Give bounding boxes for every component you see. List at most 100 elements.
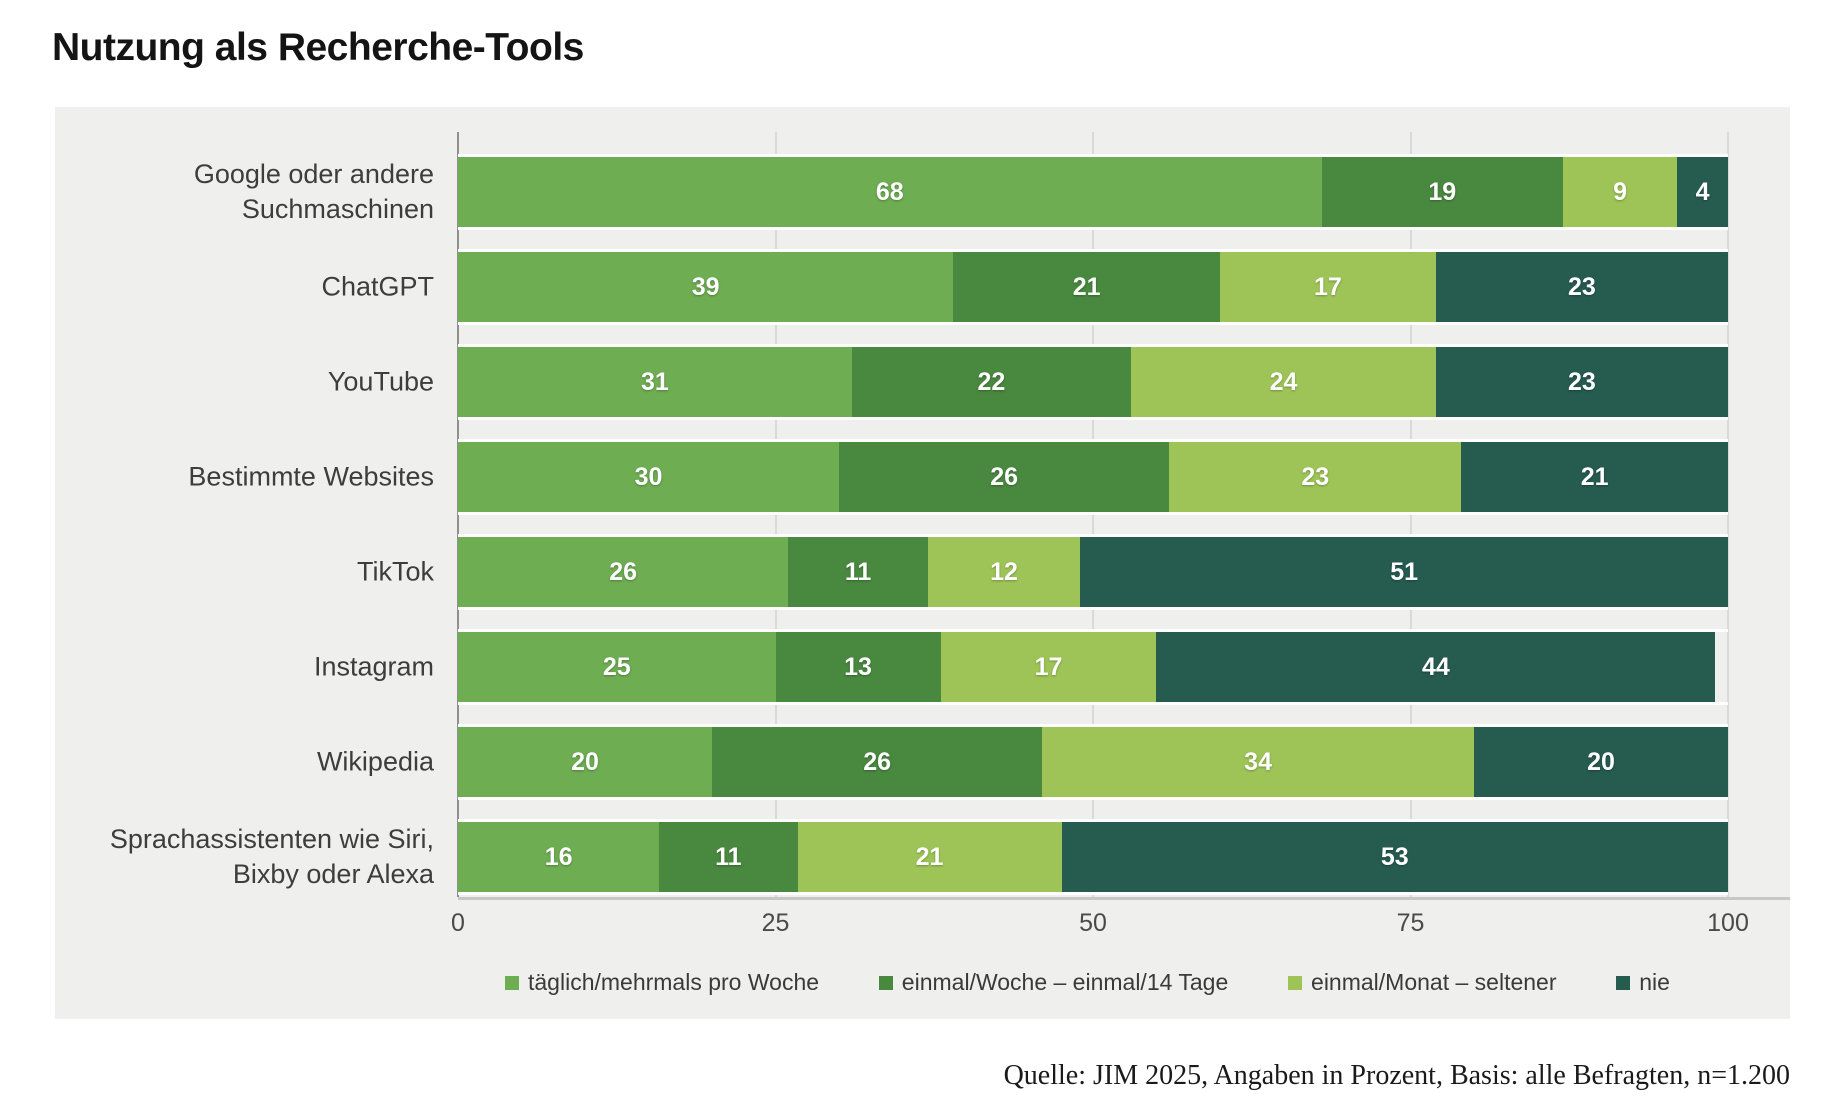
bar-segment: 21 (1461, 442, 1728, 512)
bar-row: TikTok 26 11 12 51 (357, 534, 1728, 610)
bar-value-label: 25 (602, 652, 631, 681)
bar-track: 31 22 24 23 (458, 344, 1728, 420)
bar-value-label: 26 (863, 747, 891, 776)
bar-track: 68 19 9 4 (458, 154, 1728, 230)
bar-segment: 39 (458, 252, 954, 322)
category-label: YouTube (327, 366, 434, 397)
bar-value-label: 11 (715, 842, 742, 871)
bar-value-label: 39 (691, 272, 720, 301)
bar-segment: 19 (1321, 157, 1563, 227)
bar-segment: 26 (839, 442, 1170, 512)
bar-value-label: 21 (1580, 462, 1609, 491)
bar-value-label: 24 (1269, 367, 1298, 396)
bar-value-label: 20 (571, 747, 599, 776)
bar-segment: 17 (1219, 252, 1436, 322)
bar-value-label: 34 (1244, 747, 1272, 776)
bar-row: Bestimmte Websites 30 26 23 21 (188, 439, 1728, 515)
bar-segment: 4 (1677, 157, 1728, 227)
bar-segment: 20 (1473, 727, 1728, 797)
bar-value-label: 17 (1314, 272, 1342, 301)
bar-value-label: 13 (844, 652, 872, 681)
bar-value-label: 20 (1587, 747, 1615, 776)
bar-value-label: 12 (990, 557, 1018, 586)
bar-row: Sprachassistenten wie Siri, Bixby oder A… (110, 819, 1729, 895)
legend-label: nie (1639, 969, 1670, 995)
bar-segment: 30 (458, 442, 839, 512)
bar-segment: 24 (1131, 347, 1436, 417)
bar-segment: 31 (458, 347, 852, 417)
x-tick-label: 25 (761, 909, 790, 937)
legend: täglich/mehrmals pro Woche einmal/Woche –… (505, 969, 1670, 996)
bar-value-label: 4 (1695, 177, 1710, 206)
legend-label: einmal/Monat – seltener (1311, 969, 1557, 995)
bar-row: Google oder andere Suchmaschinen 68 19 9 4 (194, 154, 1728, 230)
chart-rows: Google oder andere Suchmaschinen 68 19 9 4 Ch… (110, 107, 1729, 895)
bar-segment: 9 (1562, 157, 1678, 227)
bar-segment: 53 (1061, 822, 1729, 892)
bar-value-label: 23 (1568, 272, 1596, 301)
bar-value-label: 53 (1380, 842, 1409, 871)
legend-item: täglich/mehrmals pro Woche (505, 969, 819, 996)
chart-panel: Google oder andere Suchmaschinen 68 19 9 4 Ch… (55, 107, 1790, 1019)
bar-value-label: 16 (544, 842, 573, 871)
bar-value-label: 21 (1072, 272, 1101, 301)
category-label: Instagram (313, 651, 434, 682)
bar-track: 25 13 17 44 (458, 629, 1728, 705)
bar-segment: 11 (788, 537, 928, 607)
category-label: TikTok (356, 556, 434, 587)
legend-swatch-icon (1616, 975, 1631, 990)
x-tick-label: 0 (451, 909, 465, 937)
category-label: Bestimmte Websites (188, 461, 434, 492)
bar-track: 20 26 34 20 (458, 724, 1728, 800)
bar-segment: 13 (775, 632, 941, 702)
bar-segment: 26 (712, 727, 1043, 797)
category-label: ChatGPT (321, 271, 434, 302)
bar-value-label: 30 (634, 462, 663, 491)
bar-track: 16 11 21 53 (458, 819, 1729, 895)
bar-segment: 26 (458, 537, 789, 607)
category-label: Sprachassistenten wie Siri, Bixby oder A… (109, 823, 434, 889)
bar-value-label: 11 (844, 557, 872, 586)
legend-label: einmal/Woche – einmal/14 Tage (901, 969, 1229, 995)
bar-value-label: 26 (990, 462, 1018, 491)
bar-value-label: 9 (1613, 177, 1627, 206)
x-axis-line (458, 897, 1790, 900)
bar-segment: 25 (458, 632, 776, 702)
bar-segment: 20 (458, 727, 712, 797)
category-label: Wikipedia (316, 746, 434, 777)
x-tick-label: 50 (1079, 909, 1107, 937)
bar-value-label: 19 (1428, 177, 1457, 206)
legend-item: einmal/Monat – seltener (1288, 969, 1557, 996)
bar-track: 39 21 17 23 (458, 249, 1728, 325)
x-tick-label: 75 (1396, 909, 1425, 937)
bar-value-label: 44 (1421, 652, 1450, 681)
bar-row: YouTube 31 22 24 23 (328, 344, 1728, 420)
legend-item: einmal/Woche – einmal/14 Tage (878, 969, 1229, 996)
page-title: Nutzung als Recherche-Tools (52, 26, 584, 69)
x-axis-ticks: 0 25 50 75 100 (451, 909, 1749, 943)
bar-segment: 21 (797, 822, 1062, 892)
bar-segment: 22 (851, 347, 1132, 417)
bar-segment: 44 (1156, 632, 1716, 702)
legend-label: täglich/mehrmals pro Woche (528, 969, 820, 995)
bar-value-label: 17 (1034, 652, 1063, 681)
legend-swatch-icon (505, 975, 519, 990)
source-note: Quelle: JIM 2025, Angaben in Prozent, Ba… (1003, 1060, 1790, 1091)
bar-segment: 34 (1042, 727, 1474, 797)
bar-value-label: 68 (875, 177, 904, 206)
category-label: Google oder andere Suchmaschinen (193, 158, 434, 224)
bar-value-label: 23 (1568, 367, 1596, 396)
bar-segment: 21 (953, 252, 1220, 322)
bar-value-label: 22 (977, 367, 1006, 396)
bar-value-label: 26 (609, 557, 637, 586)
bar-segment: 68 (458, 157, 1322, 227)
bar-segment: 23 (1435, 252, 1728, 322)
bar-segment: 51 (1080, 537, 1728, 607)
gridline-100 (1727, 132, 1729, 897)
bar-row: ChatGPT 39 21 17 23 (321, 249, 1728, 325)
bar-segment: 11 (659, 822, 798, 892)
x-tick-label: 100 (1707, 909, 1749, 937)
bar-track: 26 11 12 51 (458, 534, 1728, 610)
legend-item: nie (1616, 969, 1670, 996)
bar-value-label: 31 (640, 367, 669, 396)
